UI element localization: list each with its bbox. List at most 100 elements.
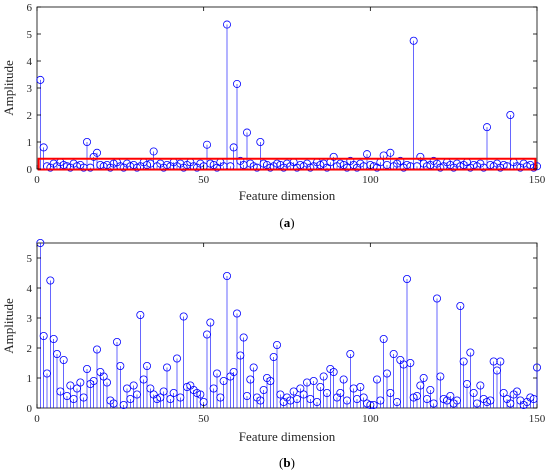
stem-marker	[119, 400, 128, 409]
y-tick-label: 3	[27, 83, 33, 95]
panel-b: 0 50 100 150 0 1 2 3 4 5 Feature dimension Ampli…	[1, 238, 546, 470]
stem-marker	[276, 390, 285, 399]
stem-marker	[329, 367, 338, 376]
stem-marker	[392, 397, 401, 406]
stem-marker	[149, 147, 158, 156]
stem-marker	[56, 387, 65, 396]
stem-marker	[266, 376, 275, 385]
y-tick-label: 2	[27, 110, 33, 122]
stem-marker	[252, 163, 261, 172]
y-tick-label: 4	[27, 56, 33, 68]
stem-marker	[79, 163, 88, 172]
y-tick-label: 1	[27, 137, 33, 149]
stem-marker	[246, 375, 255, 384]
stem-marker	[446, 391, 455, 400]
highlight-box	[37, 157, 537, 171]
stem-marker	[266, 163, 275, 172]
stem-marker	[209, 384, 218, 393]
stem-marker	[49, 334, 58, 343]
stem-marker	[306, 394, 315, 403]
y-tick-label: 2	[27, 343, 33, 355]
y-tick-label: 4	[27, 283, 33, 295]
markers-a	[36, 20, 542, 172]
stem-marker	[256, 137, 265, 146]
stem-marker	[93, 345, 102, 354]
plot-frame-b	[36, 242, 538, 409]
x-tick-label: 0	[34, 174, 40, 186]
stem-marker	[419, 373, 428, 382]
stem-marker	[242, 391, 251, 400]
stem-marker	[329, 152, 338, 161]
stem-marker	[269, 352, 278, 361]
stem-marker	[409, 36, 418, 45]
x-tick-label: 100	[362, 174, 379, 186]
panel-label-b: (b)	[279, 455, 295, 470]
stem-marker	[159, 387, 168, 396]
stem-marker	[482, 123, 491, 132]
stem-marker	[529, 394, 538, 403]
stem-marker	[492, 366, 501, 375]
stem-marker	[132, 163, 141, 172]
stem-marker	[139, 375, 148, 384]
stem-marker	[469, 388, 478, 397]
stem-marker	[222, 271, 231, 280]
x-tick-label: 150	[529, 413, 546, 425]
stem-marker	[386, 148, 395, 157]
stem-marker	[73, 384, 82, 393]
stem-marker	[202, 330, 211, 339]
stem-marker	[146, 159, 155, 168]
stem-marker	[46, 276, 55, 285]
stem-marker	[299, 390, 308, 399]
stem-marker	[59, 355, 68, 364]
stem-marker	[402, 274, 411, 283]
y-tick-label: 5	[27, 29, 33, 41]
y-axis-label-a: Amplitude	[1, 60, 16, 116]
stems-b	[40, 243, 538, 408]
stem-marker	[379, 334, 388, 343]
stem-marker	[162, 363, 171, 372]
stem-marker	[232, 309, 241, 318]
stem-marker	[322, 388, 331, 397]
stem-marker	[99, 372, 108, 381]
x-tick-label: 0	[34, 413, 40, 425]
stem-marker	[389, 349, 398, 358]
stem-marker	[479, 163, 488, 172]
stem-marker	[176, 393, 185, 402]
stem-marker	[466, 348, 475, 357]
stem-marker	[496, 357, 505, 366]
stem-marker	[126, 394, 135, 403]
stem-marker	[336, 159, 345, 168]
stem-marker	[359, 393, 368, 402]
stem-marker	[86, 163, 95, 172]
stem-marker	[236, 351, 245, 360]
stem-marker	[113, 337, 122, 346]
stem-marker	[169, 388, 178, 397]
stem-marker	[222, 20, 231, 29]
stem-marker	[356, 382, 365, 391]
stem-marker	[506, 111, 515, 120]
stem-marker	[292, 394, 301, 403]
stem-marker	[103, 378, 112, 387]
y-tick-label: 0	[27, 164, 33, 176]
stem-marker	[83, 364, 92, 373]
stem-marker	[312, 397, 321, 406]
stem-marker	[372, 375, 381, 384]
x-axis-label-b: Feature dimension	[239, 429, 336, 444]
stem-marker	[459, 357, 468, 366]
stem-marker	[53, 349, 62, 358]
stem-marker	[202, 140, 211, 149]
stem-marker	[309, 376, 318, 385]
stem-marker	[436, 163, 445, 172]
stem-marker	[219, 376, 228, 385]
y-tick-label: 1	[27, 373, 33, 385]
stem-marker	[69, 394, 78, 403]
stem-marker	[66, 381, 75, 390]
stem-marker	[242, 128, 251, 137]
stem-marker	[366, 400, 375, 409]
stem-marker	[396, 156, 405, 165]
stem-marker	[239, 333, 248, 342]
stem-marker	[132, 390, 141, 399]
stem-marker	[296, 384, 305, 393]
stem-marker	[43, 369, 52, 378]
stem-marker	[412, 391, 421, 400]
